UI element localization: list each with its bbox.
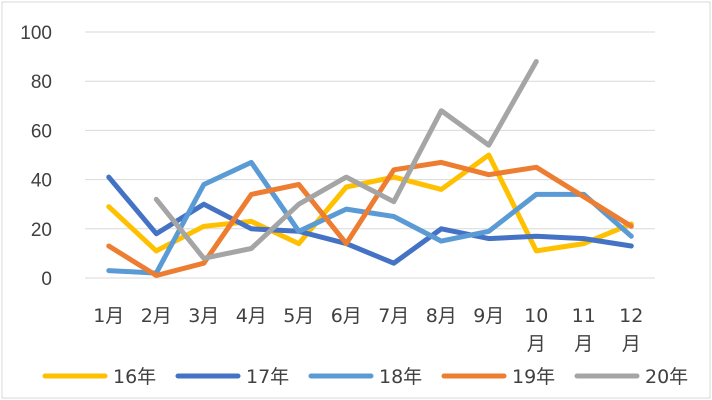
x-category-label: 7月 (378, 305, 409, 327)
data-point (155, 274, 158, 277)
data-point (297, 203, 300, 206)
data-point (155, 249, 158, 253)
y-tick-label: 40 (31, 171, 52, 192)
data-point (487, 237, 490, 240)
data-point (202, 225, 205, 228)
x-category-label: 10 月 (524, 305, 548, 355)
data-point (535, 234, 538, 238)
data-point (202, 262, 205, 265)
x-category-label: 9月 (473, 305, 504, 327)
series-line-1 (106, 174, 634, 266)
y-tick-label: 20 (31, 220, 52, 241)
data-point (582, 242, 585, 245)
series-line-2 (106, 159, 634, 276)
data-point (440, 188, 443, 191)
y-tick-label: 100 (20, 23, 52, 44)
data-point (107, 269, 110, 272)
data-point (297, 183, 300, 186)
x-category-label: 4月 (236, 305, 267, 327)
series-lines (106, 59, 634, 278)
data-point (155, 198, 158, 201)
legend: 16年 17年 18年 19年 20年 (42, 366, 688, 388)
x-category-label: 3月 (188, 305, 219, 327)
data-point (250, 220, 253, 223)
x-category-label: 6月 (331, 305, 362, 327)
data-point (630, 244, 633, 248)
data-point (345, 185, 348, 189)
series-line-0 (106, 152, 634, 254)
y-tick-label: 0 (41, 269, 52, 290)
data-point (155, 232, 158, 235)
data-point (392, 215, 395, 218)
data-point (345, 207, 348, 211)
legend-label: 18年 (379, 366, 422, 388)
y-axis-ticks: 0 20 40 60 80 100 (20, 23, 52, 290)
data-point (582, 237, 585, 240)
data-point (107, 175, 110, 179)
data-point (392, 200, 395, 203)
legend-label: 19年 (512, 366, 555, 388)
data-point (487, 173, 490, 176)
data-point (392, 168, 395, 171)
data-point (630, 225, 633, 228)
data-point (440, 161, 443, 164)
data-point (107, 205, 110, 208)
x-category-label: 5月 (283, 305, 314, 327)
data-point (440, 239, 443, 243)
data-point (440, 227, 443, 230)
data-point (392, 175, 395, 179)
data-point (535, 193, 538, 196)
x-category-label: 2月 (141, 305, 172, 327)
x-category-label: 1月 (93, 305, 124, 327)
data-point (345, 242, 348, 245)
x-category-label: 12 月 (619, 305, 643, 355)
data-point (630, 234, 633, 238)
data-point (202, 183, 205, 186)
x-axis-categories: 1月 2月 3月 4月 5月 6月 7月 8月 9月 10 月 11 月 12 月 (93, 305, 643, 355)
legend-label: 16年 (113, 366, 156, 388)
data-point (582, 195, 585, 199)
data-point (440, 109, 443, 112)
data-point (392, 262, 395, 265)
data-point (297, 230, 300, 233)
data-point (535, 60, 538, 63)
y-tick-label: 60 (31, 121, 52, 142)
data-point (345, 175, 348, 179)
data-point (487, 143, 490, 147)
data-point (202, 257, 205, 260)
x-category-label: 8月 (426, 305, 457, 327)
data-point (250, 247, 253, 250)
data-point (250, 193, 253, 196)
data-point (535, 166, 538, 169)
x-category-label: 11 月 (572, 305, 596, 355)
series-line-3 (106, 159, 634, 278)
data-point (535, 249, 538, 253)
legend-label: 17年 (246, 366, 289, 388)
data-point (297, 242, 300, 245)
data-point (250, 161, 253, 164)
data-point (487, 230, 490, 233)
data-point (202, 203, 205, 206)
data-point (107, 244, 110, 248)
data-point (487, 153, 490, 157)
data-point (250, 227, 253, 230)
y-tick-label: 80 (31, 72, 52, 93)
legend-label: 20年 (645, 366, 688, 388)
